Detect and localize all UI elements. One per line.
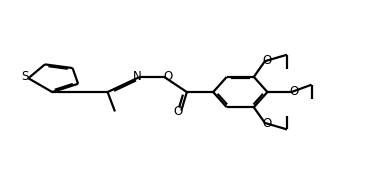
Text: O: O: [263, 117, 272, 130]
Text: O: O: [263, 54, 272, 67]
Text: N: N: [133, 70, 141, 83]
Text: S: S: [22, 70, 29, 83]
Text: O: O: [163, 70, 172, 83]
Text: O: O: [289, 85, 299, 98]
Text: O: O: [174, 105, 183, 118]
